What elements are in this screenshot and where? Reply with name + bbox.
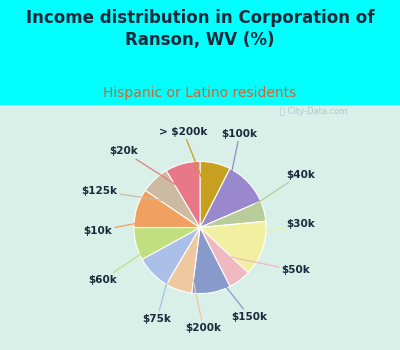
Wedge shape: [200, 228, 248, 286]
Wedge shape: [200, 221, 266, 273]
Wedge shape: [142, 228, 200, 285]
Wedge shape: [200, 161, 230, 228]
Text: $100k: $100k: [222, 128, 258, 201]
Text: $10k: $10k: [83, 218, 164, 236]
Text: $40k: $40k: [236, 170, 315, 217]
Text: $30k: $30k: [235, 219, 315, 238]
Wedge shape: [200, 169, 261, 228]
Text: Income distribution in Corporation of
Ranson, WV (%): Income distribution in Corporation of Ra…: [26, 9, 374, 49]
Wedge shape: [166, 161, 200, 228]
Text: $150k: $150k: [208, 264, 268, 322]
Wedge shape: [134, 228, 200, 259]
Text: $50k: $50k: [223, 256, 310, 275]
Text: $75k: $75k: [142, 254, 174, 324]
Text: > $200k: > $200k: [159, 127, 208, 191]
Text: $60k: $60k: [88, 238, 164, 285]
Wedge shape: [192, 228, 230, 294]
Text: ⓘ City-Data.com: ⓘ City-Data.com: [280, 107, 348, 116]
FancyBboxPatch shape: [0, 105, 400, 350]
Wedge shape: [200, 201, 266, 228]
Wedge shape: [134, 190, 200, 228]
Wedge shape: [166, 228, 200, 293]
Wedge shape: [145, 170, 200, 228]
Text: $125k: $125k: [82, 186, 174, 202]
Text: $200k: $200k: [185, 263, 221, 333]
Text: $20k: $20k: [110, 146, 188, 193]
Text: Hispanic or Latino residents: Hispanic or Latino residents: [103, 86, 297, 100]
